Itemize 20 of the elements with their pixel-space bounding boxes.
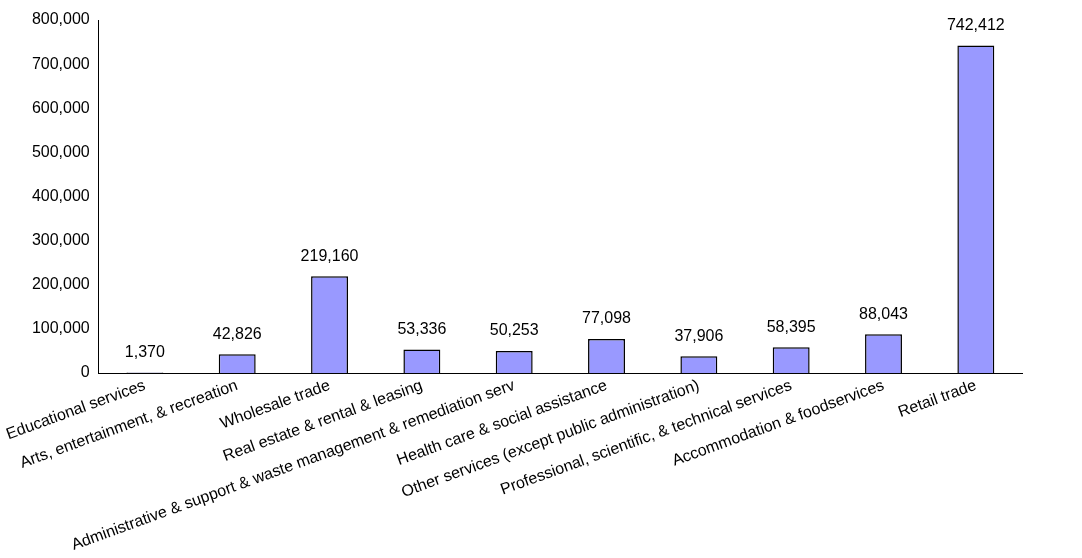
data-label: 53,336 xyxy=(397,319,447,337)
y-tick-label: 200,000 xyxy=(31,275,90,293)
data-label: 50,253 xyxy=(489,321,539,339)
data-label: 77,098 xyxy=(582,309,632,327)
y-tick-label: 500,000 xyxy=(31,142,90,160)
y-tick-label: 0 xyxy=(80,363,90,381)
y-tick-label: 700,000 xyxy=(31,54,90,72)
y-tick-label: 600,000 xyxy=(31,98,90,116)
data-label: 37,906 xyxy=(674,326,724,344)
data-label: 88,043 xyxy=(859,304,909,322)
data-label: 1,370 xyxy=(124,342,165,360)
data-label: 42,826 xyxy=(212,324,262,342)
y-tick-label: 800,000 xyxy=(31,10,90,28)
y-tick-label: 300,000 xyxy=(31,231,90,249)
y-tick-label: 100,000 xyxy=(31,319,90,337)
data-label: 58,395 xyxy=(766,317,816,335)
x-tick-label: Retail trade xyxy=(895,376,979,421)
data-label: 219,160 xyxy=(300,246,359,264)
y-tick-label: 400,000 xyxy=(31,186,90,204)
data-label: 742,412 xyxy=(946,15,1005,33)
